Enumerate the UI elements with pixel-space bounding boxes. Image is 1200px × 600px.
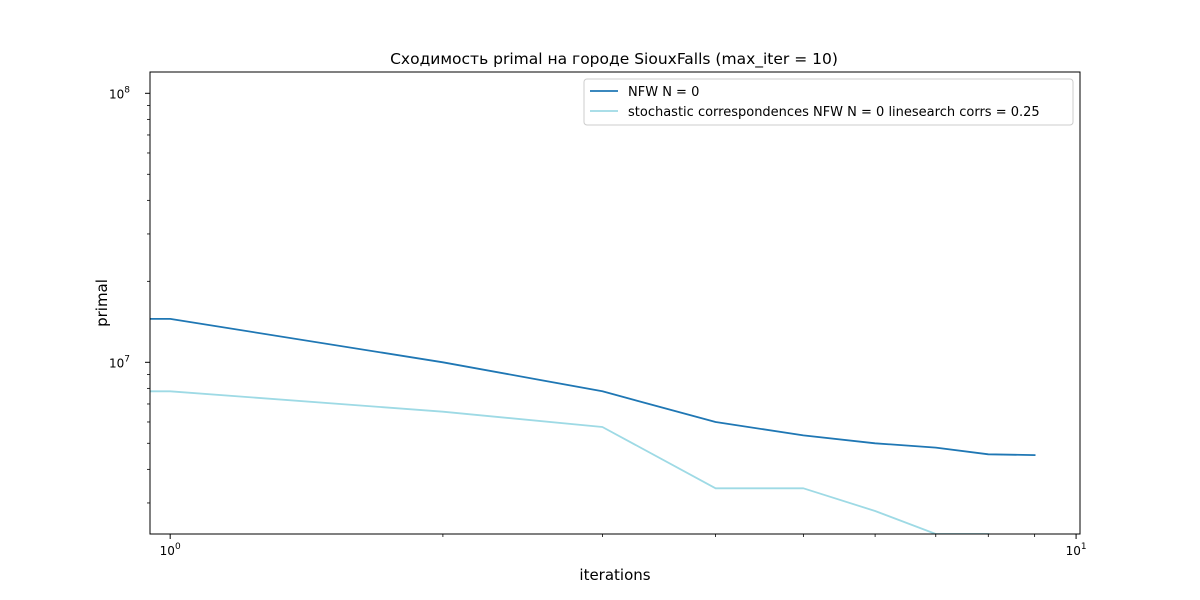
series-line-2 bbox=[150, 390, 990, 534]
x-tick-exponent-2: 1 bbox=[1081, 542, 1087, 552]
x-tick-label-1: 100 bbox=[160, 542, 181, 558]
plot-area bbox=[150, 317, 1036, 534]
x-tick-exponent-1: 0 bbox=[175, 542, 181, 552]
legend-label-1: NFW N = 0 bbox=[628, 85, 699, 100]
y-tick-exponent-2: 8 bbox=[124, 85, 130, 95]
legend: NFW N = 0 stochastic correspondences NFW … bbox=[583, 78, 1074, 126]
y-tick-exponent-1: 7 bbox=[124, 354, 130, 364]
y-axis-label: primal bbox=[93, 279, 111, 327]
y-tick-label-1: 107 bbox=[109, 354, 130, 370]
y-axis-ticks: 107 108 bbox=[109, 85, 150, 504]
legend-label-2: stochastic correspondences NFW N = 0 lin… bbox=[628, 105, 1040, 120]
y-tick-label-2: 108 bbox=[109, 85, 130, 101]
legend-box bbox=[583, 78, 1074, 126]
series-line-1 bbox=[150, 317, 1036, 457]
x-tick-label-2: 101 bbox=[1066, 542, 1087, 558]
plot-frame bbox=[149, 71, 1081, 535]
chart-title: Сходимость primal на городе SiouxFalls (… bbox=[390, 50, 838, 69]
x-axis-ticks: 100 101 bbox=[160, 534, 1087, 558]
x-axis-label: iterations bbox=[579, 566, 650, 584]
